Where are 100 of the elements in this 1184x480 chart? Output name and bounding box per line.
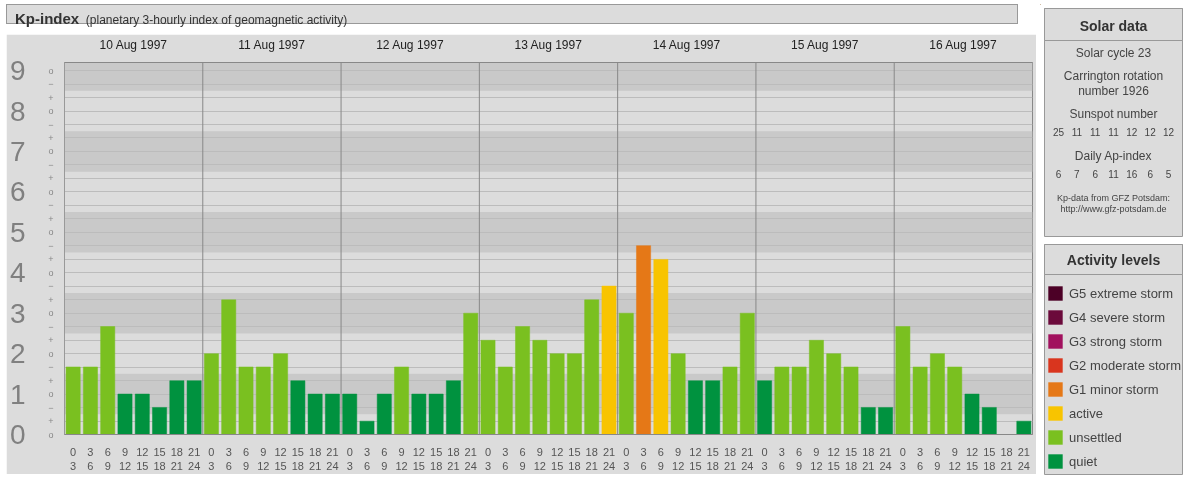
text: o bbox=[48, 308, 54, 319]
text: o bbox=[48, 429, 54, 440]
x-tick-label: 6 9 bbox=[519, 445, 526, 472]
x-tick-label: 9 12 bbox=[257, 445, 270, 472]
x-tick-label: 0 3 bbox=[761, 445, 768, 472]
x-tick-label: 21 24 bbox=[602, 445, 616, 472]
x-tick-label: 6 9 bbox=[242, 445, 250, 472]
text: − bbox=[48, 362, 54, 373]
bar bbox=[964, 393, 980, 435]
text: Solar cycle 23 bbox=[1075, 45, 1152, 60]
x-tick-label: 18 21 bbox=[723, 445, 737, 472]
bar bbox=[757, 380, 772, 435]
x-tick-label: 3 6 bbox=[502, 445, 509, 472]
x-tick-label: 6 9 bbox=[657, 445, 664, 472]
bar bbox=[688, 380, 703, 435]
text: o bbox=[48, 348, 54, 359]
x-tick-label: 18 21 bbox=[447, 445, 460, 472]
y-tick-label: 7 bbox=[9, 135, 26, 167]
text: + bbox=[48, 92, 54, 103]
x-tick-label: 18 21 bbox=[1000, 445, 1013, 472]
x-tick-label: 15 18 bbox=[983, 445, 996, 472]
x-tick-label: 21 24 bbox=[326, 445, 339, 472]
bar bbox=[653, 259, 669, 435]
bar bbox=[705, 380, 721, 435]
text: o bbox=[48, 227, 54, 238]
bar bbox=[843, 366, 859, 435]
x-tick-label: 3 6 bbox=[917, 445, 924, 472]
legend-label: G3 strong storm bbox=[1069, 333, 1163, 349]
x-tick-label: 6 9 bbox=[934, 445, 941, 472]
chart-subtitle: (planetary 3-hourly index of geomagnetic activity) bbox=[85, 13, 348, 27]
text: + bbox=[48, 375, 54, 386]
x-tick-label: 18 21 bbox=[585, 445, 598, 472]
text: Kp-data from GFZ Potsdam: bbox=[1056, 192, 1171, 203]
x-tick-label: 9 12 bbox=[810, 445, 823, 472]
x-tick-label: 3 6 bbox=[87, 445, 94, 472]
text: http://www.gfz-potsdam.de bbox=[1060, 203, 1167, 214]
x-tick-label: 12 15 bbox=[965, 445, 979, 472]
bar bbox=[359, 420, 375, 435]
text: − bbox=[48, 79, 54, 90]
bar bbox=[809, 340, 824, 435]
text: Solar data bbox=[1079, 17, 1148, 34]
text: 6 7 6 11 16 6 5 bbox=[1055, 168, 1172, 180]
bar bbox=[636, 245, 651, 435]
x-tick-label: 6 9 bbox=[796, 445, 803, 472]
bar bbox=[100, 326, 116, 435]
text: 13 Aug 1997 bbox=[514, 37, 583, 52]
x-tick-label: 0 3 bbox=[623, 445, 630, 472]
y-tick-label: 5 bbox=[9, 216, 26, 248]
bar bbox=[255, 366, 271, 435]
bar bbox=[1016, 420, 1032, 435]
x-tick-label: 12 15 bbox=[689, 445, 702, 472]
x-tick-label: 3 6 bbox=[778, 445, 785, 472]
bar bbox=[204, 353, 219, 435]
bar bbox=[739, 312, 755, 435]
bar bbox=[463, 312, 479, 435]
y-tick-label: 9 bbox=[9, 55, 26, 87]
bar bbox=[221, 299, 237, 435]
text: 15 Aug 1997 bbox=[791, 37, 859, 52]
x-tick-label: 9 12 bbox=[948, 445, 961, 472]
y-tick-label: 8 bbox=[9, 95, 26, 127]
x-tick-label: 15 18 bbox=[291, 445, 304, 472]
legend-label: unsettled bbox=[1069, 429, 1122, 445]
legend-label: G4 severe storm bbox=[1069, 309, 1166, 325]
x-tick-label: 9 12 bbox=[533, 445, 546, 472]
text: − bbox=[48, 119, 54, 130]
text: o bbox=[48, 389, 54, 400]
x-tick-label: 0 3 bbox=[70, 445, 77, 472]
x-tick-label: 18 21 bbox=[862, 445, 875, 472]
bar bbox=[981, 407, 997, 435]
bar bbox=[930, 353, 945, 435]
x-tick-label: 15 18 bbox=[844, 445, 858, 472]
bar bbox=[584, 299, 600, 435]
bar bbox=[567, 353, 582, 435]
bar bbox=[860, 407, 876, 435]
x-tick-label: 0 3 bbox=[484, 445, 492, 472]
y-tick-label: 4 bbox=[9, 257, 26, 289]
text: + bbox=[48, 416, 54, 427]
text: o bbox=[48, 267, 54, 278]
text: Sunspot number bbox=[1069, 106, 1158, 121]
text: − bbox=[48, 159, 54, 170]
y-tick-label: 3 bbox=[9, 297, 26, 329]
text: − bbox=[48, 281, 54, 292]
bar bbox=[722, 366, 738, 435]
text: + bbox=[48, 132, 54, 143]
text: 25 11 11 11 12 12 12 bbox=[1052, 126, 1175, 138]
x-tick-label: 18 21 bbox=[309, 445, 322, 472]
x-tick-label: 15 18 bbox=[568, 445, 581, 472]
chart-title: Kp-index bbox=[15, 10, 80, 27]
bar bbox=[878, 407, 893, 435]
bar bbox=[515, 326, 530, 435]
bar bbox=[83, 366, 98, 435]
x-tick-label: 21 24 bbox=[188, 445, 201, 472]
text: Carrington rotation number 1926 bbox=[1063, 68, 1164, 98]
text: o bbox=[48, 146, 54, 157]
x-tick-label: 3 6 bbox=[225, 445, 232, 472]
text: Daily Ap-index bbox=[1074, 148, 1152, 163]
x-tick-label: 9 12 bbox=[672, 445, 685, 472]
y-tick-label: 6 bbox=[9, 176, 26, 208]
y-tick-label: 2 bbox=[9, 338, 26, 370]
text: 16 Aug 1997 bbox=[929, 37, 998, 52]
